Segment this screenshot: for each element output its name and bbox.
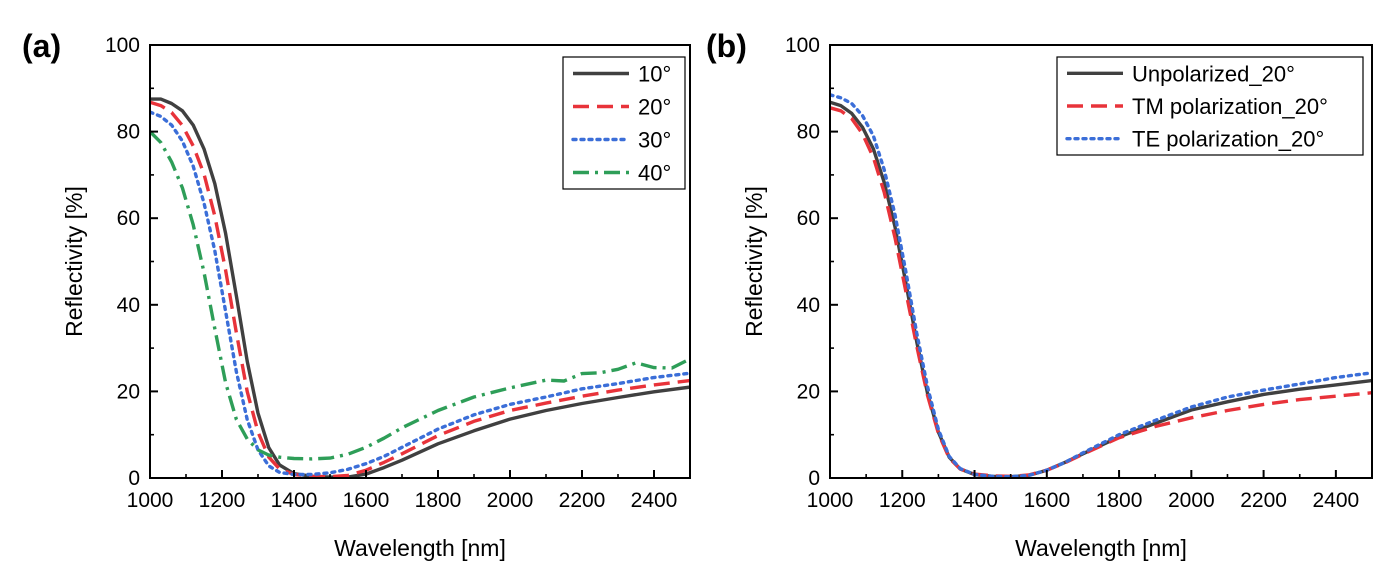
y-axis-title: Reflectivity [%]	[61, 186, 87, 337]
x-tick-label: 1400	[271, 489, 318, 512]
x-tick-label: 2000	[487, 489, 534, 512]
series-line-1	[830, 106, 1372, 478]
legend: Unpolarized_20° TM polarization_20° TE pol…	[1056, 56, 1364, 156]
legend-label-1: TM polarization_20°	[1132, 94, 1328, 119]
x-tick-label: 2200	[559, 489, 606, 512]
x-tick-label: 1800	[415, 489, 462, 512]
y-tick-label: 60	[117, 207, 140, 230]
series-line-2	[150, 110, 690, 477]
y-tick-label: 40	[117, 294, 140, 317]
legend-box	[562, 56, 686, 190]
panel-label: (a)	[22, 28, 61, 64]
series-line-3	[150, 130, 690, 461]
legend-label-0: 10°	[638, 62, 671, 87]
x-tick-label: 1200	[879, 489, 926, 512]
series-line-1	[150, 100, 690, 478]
x-axis-title: Wavelength [nm]	[1015, 535, 1187, 561]
y-axis-title: Reflectivity [%]	[741, 186, 767, 337]
x-tick-label: 1400	[951, 489, 998, 512]
x-axis-title: Wavelength [nm]	[334, 535, 506, 561]
x-tick-label: 2000	[1168, 489, 1215, 512]
legend-label-3: 40°	[638, 161, 671, 186]
x-tick-label: 1000	[127, 489, 174, 512]
x-tick-label: 1200	[199, 489, 246, 512]
series-line-2	[830, 93, 1372, 478]
x-tick-label: 2400	[631, 489, 678, 512]
series-line-0	[830, 100, 1372, 478]
panel-label: (b)	[706, 28, 747, 64]
y-tick-label: 100	[785, 34, 820, 57]
legend-label-0: Unpolarized_20°	[1132, 61, 1295, 86]
y-tick-label: 20	[797, 380, 820, 403]
series-lines	[150, 97, 690, 478]
y-tick-label: 60	[797, 207, 820, 230]
y-tick-label: 80	[797, 121, 820, 144]
y-tick-label: 0	[808, 467, 820, 490]
y-tick-label: 40	[797, 294, 820, 317]
y-tick-label: 20	[117, 380, 140, 403]
x-tick-label: 2200	[1240, 489, 1287, 512]
legend: 10° 20° 30° 40°	[562, 56, 686, 190]
y-tick-label: 100	[105, 34, 140, 57]
panel-b: (b) 1000 1200 1400 1600 1800 2000 2200 2400 0 20 40…	[706, 28, 1373, 561]
x-tick-label: 1600	[1023, 489, 1070, 512]
legend-label-2: TE polarization_20°	[1132, 127, 1324, 152]
panel-a: (a) 1000 1200 1400 1600 1800 2000 2200 2400 0 20 40…	[22, 28, 691, 561]
x-tick-label: 1800	[1096, 489, 1143, 512]
series-lines	[830, 93, 1372, 478]
x-tick-label: 2400	[1313, 489, 1360, 512]
x-tick-label: 1000	[807, 489, 854, 512]
y-tick-label: 0	[128, 467, 140, 490]
x-tick-label: 1600	[343, 489, 390, 512]
legend-label-2: 30°	[638, 128, 671, 153]
legend-label-1: 20°	[638, 95, 671, 120]
y-tick-label: 80	[117, 121, 140, 144]
